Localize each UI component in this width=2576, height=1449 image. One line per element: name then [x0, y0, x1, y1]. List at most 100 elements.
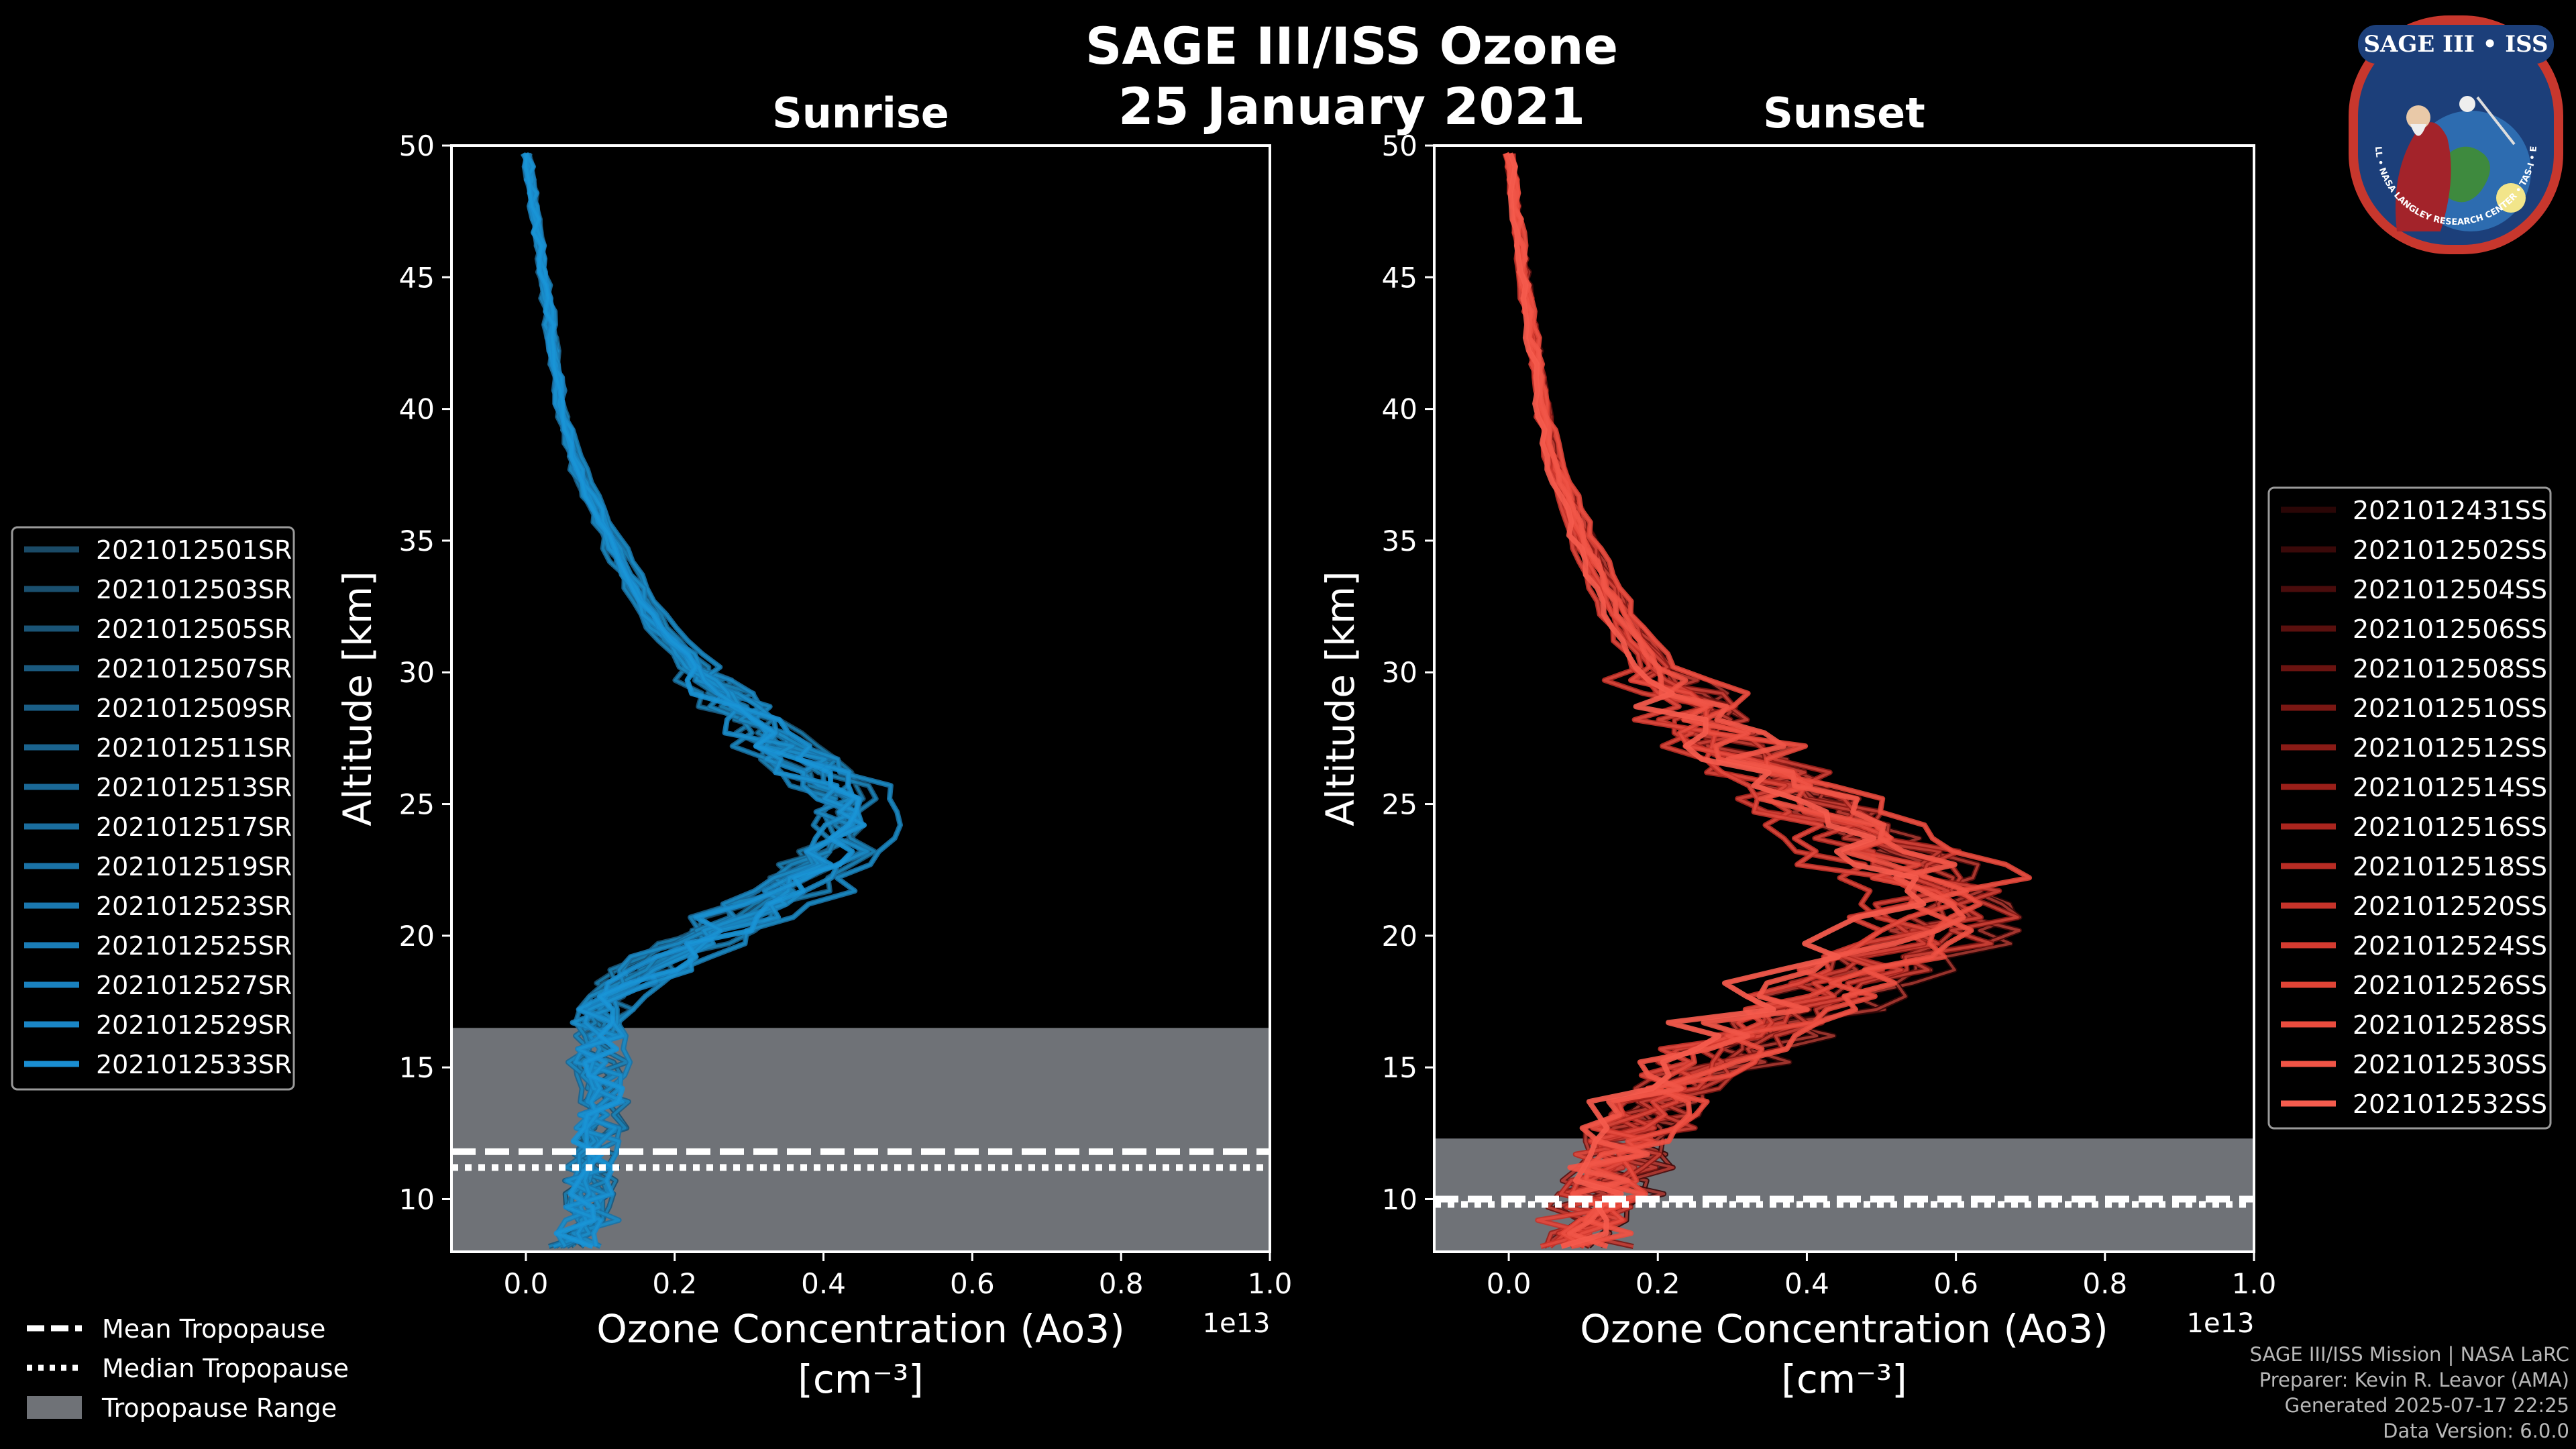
chart-title-line1: SAGE III/ISS Ozone [1085, 16, 1618, 76]
y-tick-label: 50 [399, 129, 435, 162]
profile-line-2021012502SS [1507, 152, 2023, 1248]
legend-label: 2021012520SS [2353, 892, 2547, 921]
legend-label: 2021012503SR [96, 575, 292, 604]
y-tick-label: 35 [399, 525, 435, 557]
legend-label: 2021012502SS [2353, 535, 2547, 565]
x-axis-units: [cm⁻³] [1781, 1356, 1907, 1402]
y-axis-label: Altitude [km] [1318, 571, 1363, 826]
panel-subtitle: Sunset [1763, 89, 1925, 138]
footer-preparer: Preparer: Kevin R. Leavor (AMA) [2259, 1368, 2569, 1391]
y-tick-label: 45 [399, 261, 435, 294]
x-tick-label: 1.0 [1248, 1267, 1293, 1300]
profile-highlight-2021012529SR [525, 152, 866, 1247]
x-tick-label: 0.6 [950, 1267, 995, 1300]
profile-line-2021012526SS [1505, 153, 2033, 1249]
y-tick-label: 35 [1382, 525, 1417, 557]
x-tick-label: 0.0 [504, 1267, 549, 1300]
panel-sunrise: 0.0 0.2 0.4 0.6 0.8 1.0 10 15 20 25 30 35 40 45 50 Sunr… [11, 89, 1293, 1402]
tropopause-range-swatch [27, 1396, 82, 1419]
profile-line-2021012431SS [1505, 152, 2019, 1248]
y-tick-label: 15 [1382, 1051, 1417, 1084]
y-tick-label: 45 [1382, 261, 1417, 294]
plot-frame [1433, 144, 2255, 1253]
profile-line-2021012514SS [1506, 153, 2002, 1248]
profile-highlight-2021012532SS [1509, 153, 1925, 1248]
y-tick-label: 40 [399, 393, 435, 426]
x-offset-label: 1e13 [2187, 1308, 2255, 1339]
mean-tropopause-label: Mean Tropopause [102, 1314, 325, 1344]
x-tick-label: 0.2 [1635, 1267, 1680, 1300]
legend-box [2267, 486, 2552, 1130]
profile-highlight-2021012526SS [1506, 153, 2031, 1248]
footer-mission: SAGE III/ISS Mission | NASA LaRC [2249, 1343, 2569, 1366]
legend-label: 2021012525SR [96, 931, 292, 961]
y-tick-label: 10 [399, 1183, 435, 1216]
legend-label: 2021012504SS [2353, 575, 2547, 604]
legend-label: 2021012431SS [2353, 496, 2547, 525]
profile-lines [521, 152, 903, 1249]
profile-lines [1502, 152, 2033, 1250]
panel-sunset: 0.0 0.2 0.4 0.6 0.8 1.0 10 15 20 25 30 35 40 45 50 Suns… [1318, 89, 2552, 1402]
y-tick-label: 10 [1382, 1183, 1417, 1216]
y-tick-label: 25 [399, 788, 435, 821]
legend-label: 2021012517SR [96, 812, 292, 842]
legend-label: 2021012529SR [96, 1010, 292, 1040]
sage-iii-iss-mission-logo: SAGE III • ISS BALL • NASA LANGLEY RESEA… [2343, 10, 2563, 254]
x-tick-label: 1.0 [2232, 1267, 2277, 1300]
x-tick-label: 0.2 [652, 1267, 697, 1300]
y-tick-label: 15 [399, 1051, 435, 1084]
x-axis-units: [cm⁻³] [798, 1356, 924, 1402]
series-legend: 2021012431SS 2021012502SS 2021012504SS 2021… [2267, 486, 2552, 1130]
median-tropopause-label: Median Tropopause [102, 1354, 349, 1383]
legend-box [11, 526, 295, 1091]
footer-credits: SAGE III/ISS Mission | NASA LaRC Prepare… [2250, 1342, 2569, 1444]
legend-label: 2021012507SR [96, 654, 292, 684]
legend-label: 2021012518SS [2353, 852, 2547, 881]
x-tick-label: 0.8 [2082, 1267, 2127, 1300]
footer-data-version: Data Version: 6.0.0 [2383, 1419, 2569, 1442]
y-tick-label: 30 [1382, 656, 1417, 689]
profile-line-2021012512SS [1504, 152, 2021, 1248]
legend-label: 2021012514SS [2353, 773, 2547, 802]
legend-label: 2021012509SR [96, 694, 292, 723]
profile-highlight-2021012512SS [1505, 152, 2019, 1248]
x-axis-label: Ozone Concentration (Ao3) [596, 1306, 1125, 1352]
legend-label: 2021012505SR [96, 614, 292, 644]
legend-label: 2021012527SR [96, 971, 292, 1000]
y-axis-label: Altitude [km] [335, 571, 380, 826]
tropopause-legend: Mean Tropopause Median Tropopause Tropopau… [27, 1314, 349, 1423]
profile-highlight-2021012431SS [1507, 153, 2017, 1248]
legend-label: 2021012508SS [2353, 654, 2547, 684]
legend-label: 2021012519SR [96, 852, 292, 881]
y-tick-label: 25 [1382, 788, 1417, 821]
legend-label: 2021012533SR [96, 1050, 292, 1079]
profile-line-2021012504SS [1506, 153, 2022, 1249]
profile-highlight-2021012514SS [1507, 153, 2001, 1247]
profile-highlight-2021012530SS [1504, 153, 1965, 1248]
legend-label: 2021012523SR [96, 892, 292, 921]
legend-label: 2021012532SS [2353, 1089, 2547, 1119]
y-tick-label: 20 [399, 920, 435, 953]
legend-label: 2021012501SR [96, 535, 292, 565]
x-tick-label: 0.0 [1487, 1267, 1532, 1300]
chart-title-line2: 25 January 2021 [1118, 76, 1585, 136]
legend-label: 2021012511SR [96, 733, 292, 763]
series-legend: 2021012501SR 2021012503SR 2021012505SR 2021… [11, 526, 295, 1091]
x-tick-label: 0.4 [801, 1267, 846, 1300]
legend-label: 2021012506SS [2353, 614, 2547, 644]
legend-label: 2021012510SS [2353, 694, 2547, 723]
profile-line-2021012530SS [1503, 152, 1966, 1249]
tropopause-range-label: Tropopause Range [101, 1393, 337, 1423]
legend-label: 2021012512SS [2353, 733, 2547, 763]
plot-frame [450, 144, 1271, 1253]
legend-label: 2021012528SS [2353, 1010, 2547, 1040]
y-tick-label: 30 [399, 656, 435, 689]
x-tick-label: 0.4 [1784, 1267, 1829, 1300]
footer-generated: Generated 2025-07-17 22:25 [2284, 1394, 2569, 1417]
x-axis-label: Ozone Concentration (Ao3) [1580, 1306, 2108, 1352]
legend-label: 2021012513SR [96, 773, 292, 802]
y-tick-label: 40 [1382, 393, 1417, 426]
legend-label: 2021012516SS [2353, 812, 2547, 842]
x-tick-label: 0.6 [1933, 1267, 1978, 1300]
